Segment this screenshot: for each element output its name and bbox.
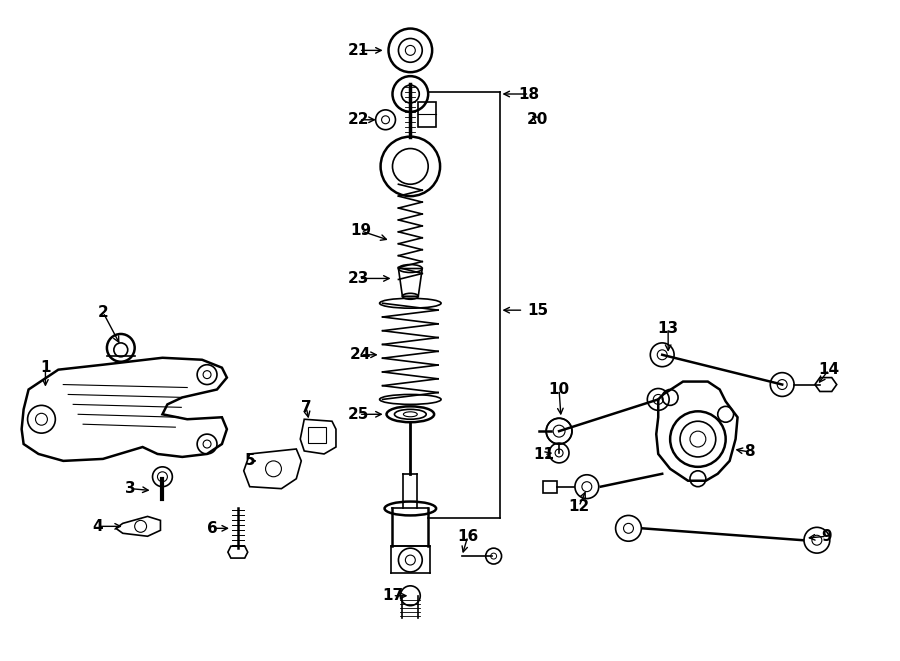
Text: 5: 5 <box>245 453 255 469</box>
Text: 6: 6 <box>207 521 218 536</box>
Text: 18: 18 <box>518 87 540 102</box>
Bar <box>418 102 436 127</box>
Text: 9: 9 <box>822 529 832 544</box>
Bar <box>308 427 326 443</box>
Text: 8: 8 <box>744 444 755 459</box>
Text: 3: 3 <box>125 481 136 496</box>
Text: 10: 10 <box>548 382 570 397</box>
Text: 24: 24 <box>350 347 372 362</box>
Text: 17: 17 <box>382 588 403 603</box>
Text: 23: 23 <box>348 271 370 286</box>
Text: 14: 14 <box>818 362 840 377</box>
Text: 20: 20 <box>526 112 548 128</box>
Text: 12: 12 <box>568 499 590 514</box>
Text: 11: 11 <box>534 447 554 463</box>
Text: 15: 15 <box>527 303 548 318</box>
Text: 21: 21 <box>348 43 369 58</box>
Text: 16: 16 <box>457 529 479 544</box>
Text: 13: 13 <box>658 321 679 336</box>
Text: 7: 7 <box>301 400 311 415</box>
Text: 22: 22 <box>348 112 370 128</box>
Text: 1: 1 <box>40 360 50 375</box>
Text: 2: 2 <box>97 305 108 320</box>
Text: 25: 25 <box>348 407 370 422</box>
Text: 19: 19 <box>350 223 372 239</box>
Text: 4: 4 <box>93 519 104 534</box>
